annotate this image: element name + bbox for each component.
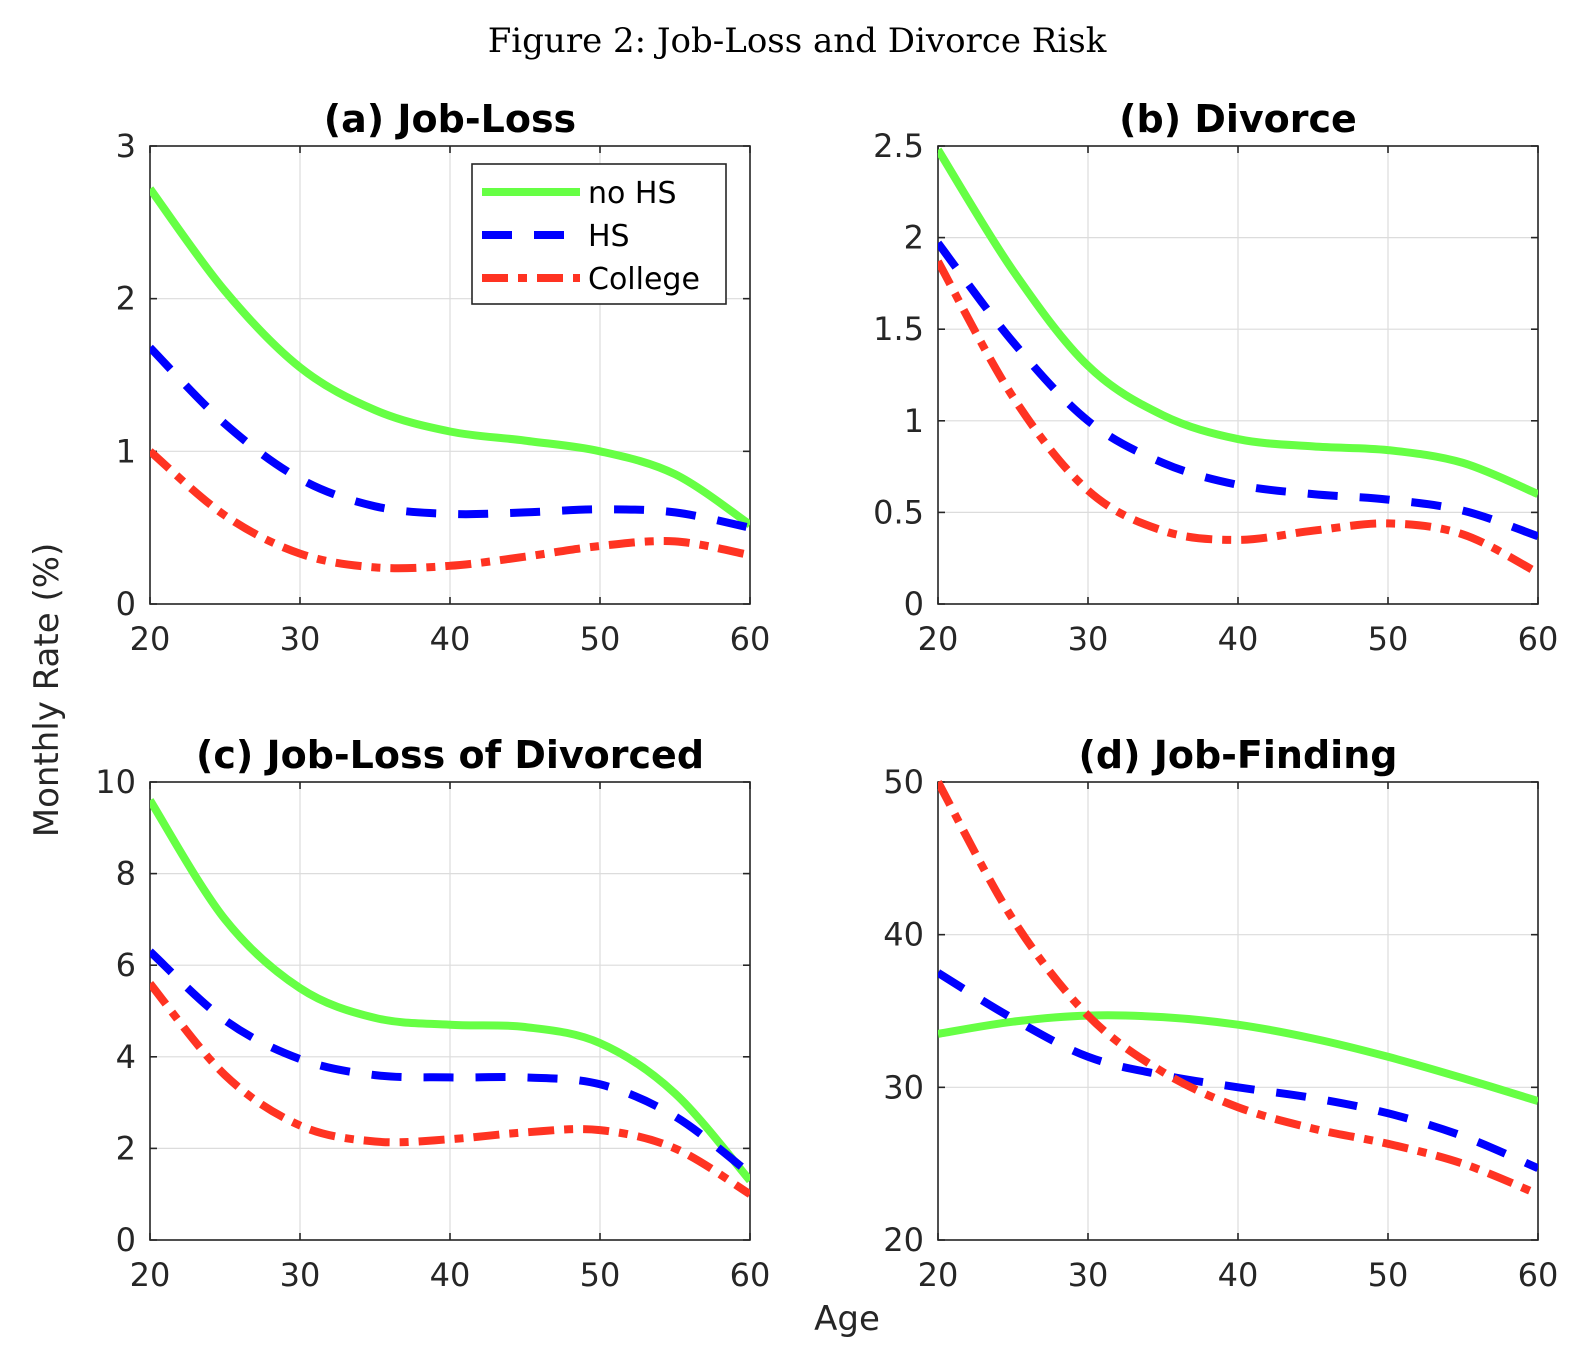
series-line-college [150, 980, 750, 1198]
x-tick-label: 60 [730, 620, 771, 658]
x-tick-label: 20 [130, 620, 171, 658]
x-tick-label: 40 [430, 620, 471, 658]
panel-b: 20 30 40 50 60 0 0.5 1 1.5 2 2.5 (b) Divorce [873, 97, 1558, 658]
y-tick-label: 0 [904, 585, 924, 623]
y-tick-label: 1 [116, 432, 136, 470]
panel-d: 20 30 40 50 60 20 30 40 50 (d) Job-Finding [883, 733, 1558, 1294]
x-tick-label: 50 [1368, 1256, 1409, 1294]
series-line-college [150, 448, 750, 573]
series-line-hs [150, 948, 750, 1177]
y-tick-label: 0 [116, 1221, 136, 1259]
y-tick-label: 2 [116, 1129, 136, 1167]
x-tick-label: 60 [1518, 1256, 1559, 1294]
series-line-hs [150, 344, 750, 532]
x-tick-label: 60 [730, 1256, 771, 1294]
y-tick-label: 8 [116, 855, 136, 893]
y-tick-label: 50 [883, 763, 924, 801]
x-tick-label: 20 [918, 1256, 959, 1294]
x-tick-label: 30 [280, 620, 321, 658]
y-tick-label: 3 [116, 127, 136, 165]
legend-label-hs: HS [588, 219, 630, 254]
series-line-no-hs [938, 147, 1538, 498]
panel-title: (b) Divorce [1119, 97, 1357, 141]
y-tick-label: 20 [883, 1221, 924, 1259]
x-tick-label: 20 [130, 1256, 171, 1294]
y-tick-label: 10 [95, 763, 136, 801]
x-tick-label: 40 [1218, 1256, 1259, 1294]
series-line-no-hs [150, 798, 750, 1184]
x-axis-label: Age [814, 1299, 880, 1339]
y-axis-label: Monthly Rate (%) [27, 543, 67, 838]
legend-label-no-hs: no HS [588, 176, 677, 211]
x-tick-label: 40 [1218, 620, 1259, 658]
y-tick-label: 0.5 [873, 493, 924, 531]
y-tick-label: 2 [116, 280, 136, 318]
y-tick-label: 2.5 [873, 127, 924, 165]
y-tick-label: 1.5 [873, 310, 924, 348]
figure-title: Figure 2: Job-Loss and Divorce Risk [488, 21, 1107, 61]
x-tick-label: 40 [430, 1256, 471, 1294]
x-tick-label: 30 [1068, 620, 1109, 658]
x-tick-label: 20 [918, 620, 959, 658]
y-tick-label: 0 [116, 585, 136, 623]
legend: no HS HS College [471, 163, 727, 305]
y-tick-label: 6 [116, 946, 136, 984]
panel-title: (a) Job-Loss [324, 97, 576, 141]
y-tick-label: 40 [883, 916, 924, 954]
x-tick-label: 30 [1068, 1256, 1109, 1294]
series-line-no-hs [938, 1011, 1538, 1105]
y-tick-label: 30 [883, 1068, 924, 1106]
y-tick-label: 2 [904, 219, 924, 257]
x-tick-label: 60 [1518, 620, 1559, 658]
y-tick-label: 1 [904, 402, 924, 440]
panel-title: (c) Job-Loss of Divorced [196, 733, 704, 777]
series-line-hs [938, 240, 1538, 540]
legend-box [471, 163, 727, 305]
y-tick-label: 4 [116, 1038, 136, 1076]
series-line-hs [938, 969, 1538, 1172]
x-tick-label: 50 [1368, 620, 1409, 658]
series-line-no-hs [150, 186, 750, 528]
panel-title: (d) Job-Finding [1079, 733, 1398, 777]
x-tick-label: 50 [580, 620, 621, 658]
panel-a: 20 30 40 50 60 0 1 2 3 (a) Job-Loss no HS HS College [116, 97, 771, 658]
legend-label-college: College [588, 262, 700, 297]
x-tick-label: 50 [580, 1256, 621, 1294]
panel-c: 20 30 40 50 60 0 2 4 6 8 10 (c) Job-Loss of Divorce… [95, 733, 770, 1294]
x-tick-label: 30 [280, 1256, 321, 1294]
